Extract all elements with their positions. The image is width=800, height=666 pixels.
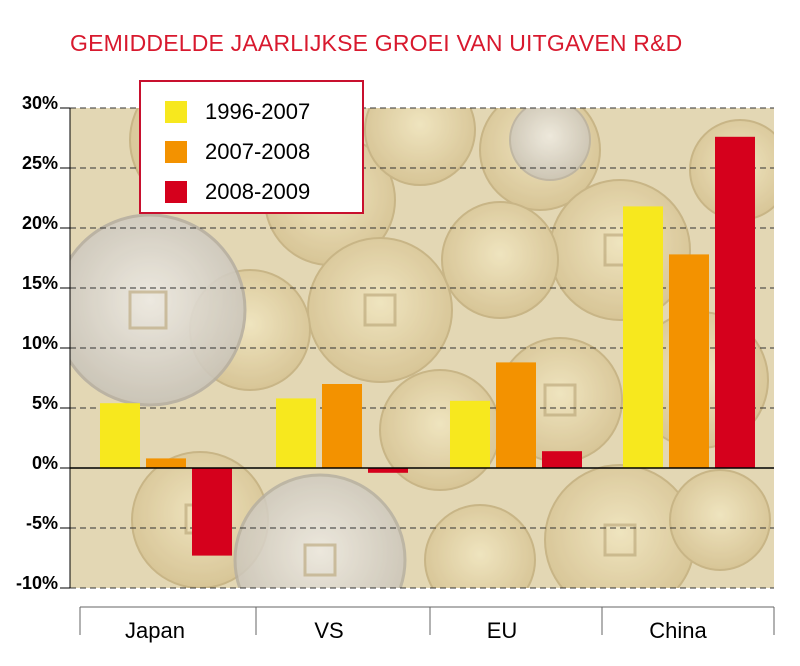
x-tick-label-china: China — [649, 618, 707, 643]
gridlines — [70, 107, 774, 589]
legend-label: 2008-2009 — [205, 179, 311, 204]
y-tick-label: 15% — [22, 273, 58, 293]
bar-eu-2008-2009 — [542, 451, 582, 468]
bar-japan-2008-2009 — [192, 468, 232, 556]
bar-vs-2008-2009 — [368, 468, 408, 473]
y-tick-label: -5% — [26, 513, 58, 533]
legend-swatch — [165, 141, 187, 163]
bar-eu-1996-2007 — [450, 400, 490, 468]
y-tick-label: 25% — [22, 153, 58, 173]
x-tick-label-eu: EU — [486, 618, 518, 643]
bar-vs-1996-2007 — [276, 398, 316, 468]
chart-title: GEMIDDELDE JAARLIJKSE GROEI VAN UITGAVEN… — [70, 30, 683, 56]
y-tick-label: 10% — [22, 333, 58, 353]
y-tick-label: 5% — [32, 393, 58, 413]
y-tick-label: 0% — [32, 453, 58, 473]
bar-eu-2007-2008 — [496, 362, 536, 468]
y-tick-label: 30% — [22, 93, 58, 113]
legend-label: 2007-2008 — [205, 139, 311, 164]
legend: 1996-2007 2007-2008 2008-2009 — [139, 80, 364, 214]
bar-japan-1996-2007 — [100, 403, 140, 468]
x-tick-label-japan: Japan — [125, 618, 185, 643]
legend-swatch — [165, 101, 187, 123]
bar-japan-2007-2008 — [146, 458, 186, 468]
legend-label: 1996-2007 — [205, 99, 311, 124]
bar-vs-2007-2008 — [322, 384, 362, 468]
x-tick-label-vs: VS — [314, 618, 344, 643]
legend-swatch — [165, 181, 187, 203]
legend-item-2007-2008: 2007-2008 — [165, 132, 362, 172]
bars — [100, 136, 755, 556]
legend-item-2008-2009: 2008-2009 — [165, 172, 362, 212]
bar-china-2008-2009 — [715, 136, 755, 469]
y-tick-label: 20% — [22, 213, 58, 233]
axes: 30% 25% 20% 15% 10% 5% 0% -5% -10% — [16, 93, 775, 635]
bar-china-1996-2007 — [623, 206, 663, 468]
y-tick-label: -10% — [16, 573, 58, 593]
legend-item-1996-2007: 1996-2007 — [165, 92, 362, 132]
bar-china-2007-2008 — [669, 254, 709, 468]
